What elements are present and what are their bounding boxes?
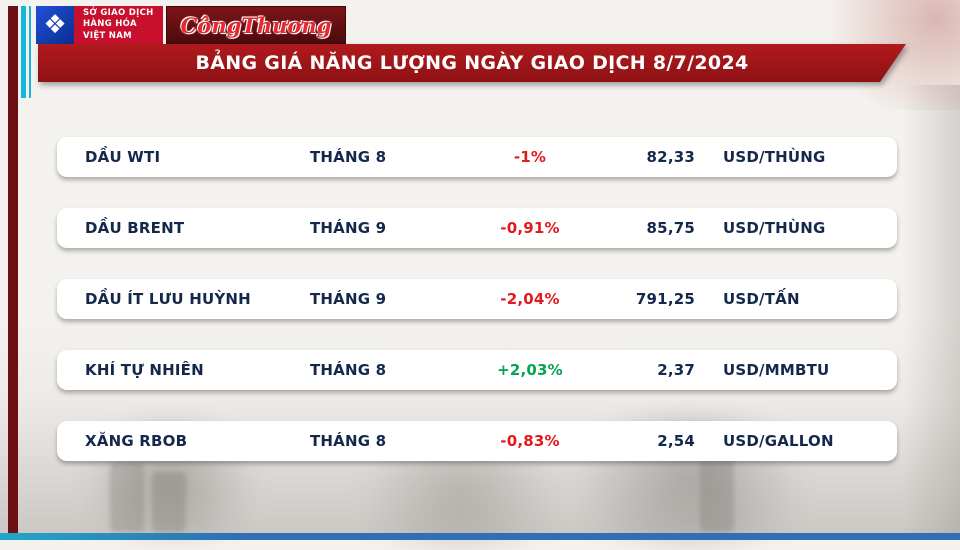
- congthuong-logo: CôngThương: [165, 6, 347, 44]
- price-unit: USD/TẤN: [723, 290, 800, 308]
- title-banner: BẢNG GIÁ NĂNG LƯỢNG NGÀY GIAO DỊCH 8/7/2…: [38, 44, 906, 82]
- left-maroon-bar: [8, 6, 18, 533]
- contract-month: THÁNG 9: [310, 219, 387, 237]
- change-percent: +2,03%: [497, 361, 563, 379]
- commodity-name: DẦU WTI: [85, 148, 161, 166]
- congthuong-logo-text: CôngThương: [180, 12, 332, 38]
- mxv-logo-line: VIỆT NAM: [83, 30, 132, 41]
- mxv-logo-line: SỞ GIAO DỊCH: [83, 8, 154, 19]
- commodity-name: DẦU ÍT LƯU HUỲNH: [85, 290, 251, 308]
- contract-month: THÁNG 8: [310, 148, 387, 166]
- commodity-name: XĂNG RBOB: [85, 432, 188, 450]
- contract-month: THÁNG 8: [310, 432, 387, 450]
- table-row: DẦU BRENT THÁNG 9 -0,91% 85,75 USD/THÙNG: [57, 208, 897, 248]
- price-value: 2,54: [657, 432, 695, 450]
- mxv-logo-text: SỞ GIAO DỊCH HÀNG HÓA VIỆT NAM: [74, 6, 163, 44]
- mxv-logo-line: HÀNG HÓA: [83, 19, 137, 30]
- price-unit: USD/GALLON: [723, 432, 834, 450]
- teal-accent-bar: [21, 6, 26, 98]
- table-row: DẦU ÍT LƯU HUỲNH THÁNG 9 -2,04% 791,25 U…: [57, 279, 897, 319]
- price-table: DẦU WTI THÁNG 8 -1% 82,33 USD/THÙNG DẦU …: [57, 137, 897, 492]
- price-value: 82,33: [646, 148, 695, 166]
- commodity-name: DẦU BRENT: [85, 219, 185, 237]
- change-percent: -2,04%: [500, 290, 560, 308]
- price-unit: USD/MMBTU: [723, 361, 830, 379]
- teal-accent-bar-thin: [29, 6, 31, 98]
- contract-month: THÁNG 8: [310, 361, 387, 379]
- price-value: 2,37: [657, 361, 695, 379]
- mxv-diamond-icon: ❖: [36, 6, 74, 44]
- price-unit: USD/THÙNG: [723, 219, 826, 237]
- commodity-name: KHÍ TỰ NHIÊN: [85, 361, 204, 379]
- change-percent: -0,83%: [500, 432, 560, 450]
- price-unit: USD/THÙNG: [723, 148, 826, 166]
- header-logos: ❖ SỞ GIAO DỊCH HÀNG HÓA VIỆT NAM CôngThư…: [36, 6, 347, 44]
- price-value: 791,25: [635, 290, 695, 308]
- contract-month: THÁNG 9: [310, 290, 387, 308]
- table-row: DẦU WTI THÁNG 8 -1% 82,33 USD/THÙNG: [57, 137, 897, 177]
- title-banner-wrap: BẢNG GIÁ NĂNG LƯỢNG NGÀY GIAO DỊCH 8/7/2…: [38, 44, 906, 82]
- price-value: 85,75: [646, 219, 695, 237]
- change-percent: -1%: [513, 148, 547, 166]
- background-photo-right-strip: [902, 85, 960, 533]
- bottom-blue-bar: [0, 533, 960, 540]
- table-row: KHÍ TỰ NHIÊN THÁNG 8 +2,03% 2,37 USD/MMB…: [57, 350, 897, 390]
- change-percent: -0,91%: [500, 219, 560, 237]
- table-row: XĂNG RBOB THÁNG 8 -0,83% 2,54 USD/GALLON: [57, 421, 897, 461]
- page-title: BẢNG GIÁ NĂNG LƯỢNG NGÀY GIAO DỊCH 8/7/2…: [195, 52, 749, 74]
